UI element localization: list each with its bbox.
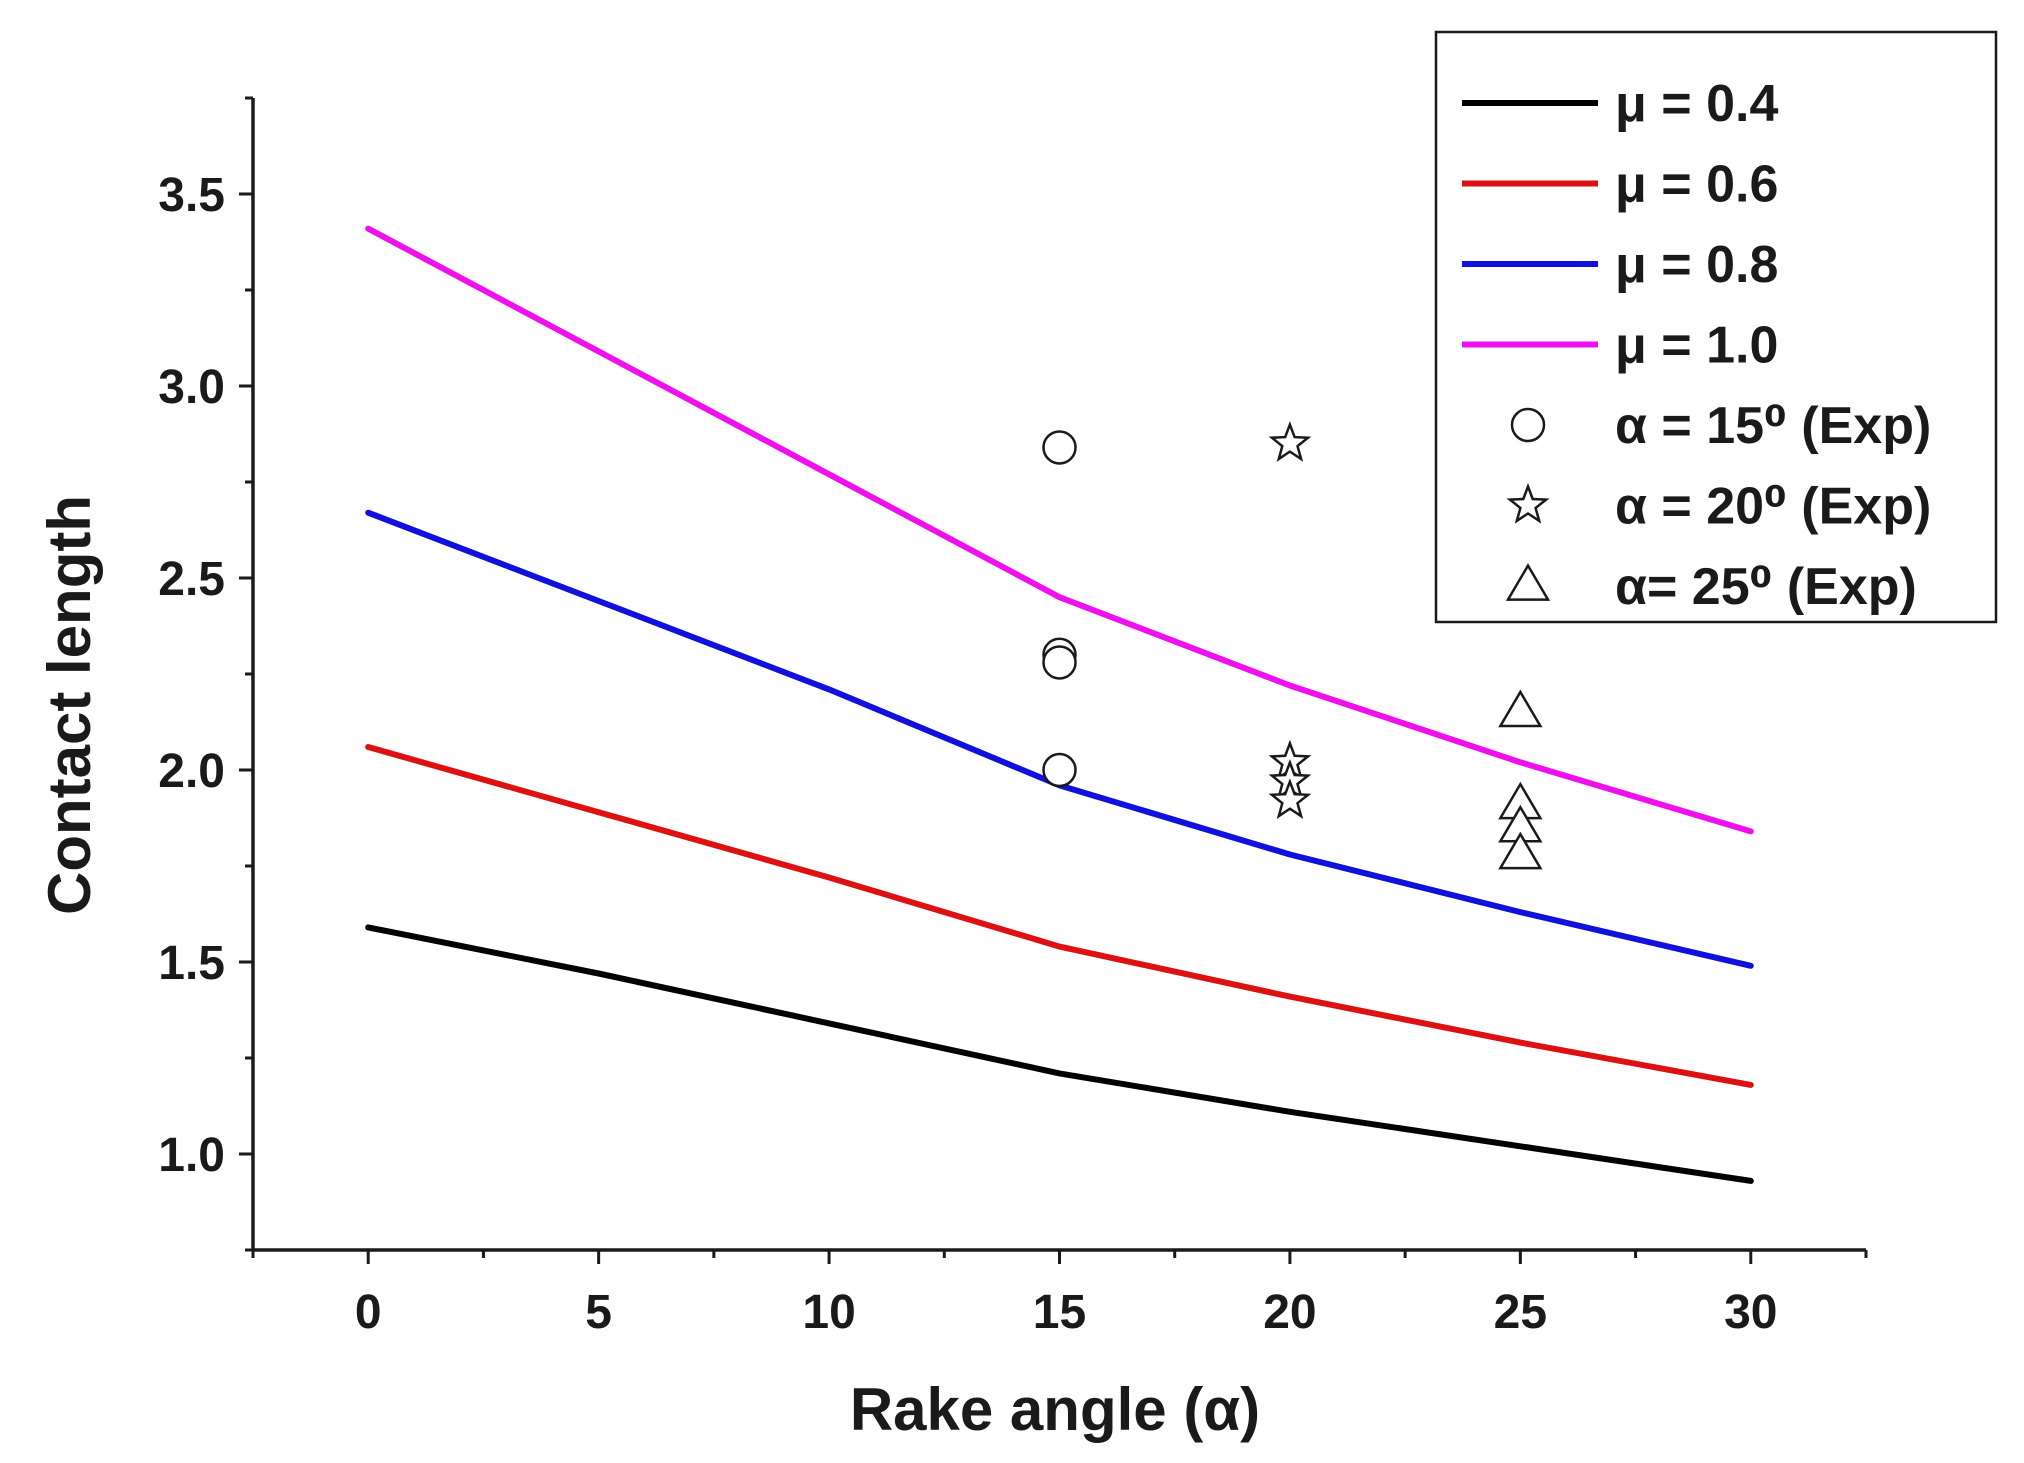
exp-marker-alpha-20 [1268,778,1312,819]
series-line-mu-0.6 [365,744,1754,1088]
x-tick-label: 30 [1724,1286,1777,1339]
legend-box [1434,30,1998,624]
y-axis-title: Contact length [36,495,103,915]
legend-marker-alpha-20 [1506,482,1550,524]
y-tick-label: 3.5 [158,169,225,222]
legend: μ = 0.4 μ = 0.6 μ = 0.8 μ = 1.0 α = 15⁰ (Exp… [1434,30,1998,624]
legend-marker-alpha-25 [1505,563,1551,601]
series-line-mu-0.4 [365,924,1754,1184]
axes: 0 5 10 15 20 25 30 1.0 1.5 2.0 2.5 3.0 3.5 [158,96,1868,1339]
x-tick-label: 5 [585,1286,612,1339]
x-axis-title: Rake angle (α) [850,1376,1260,1443]
y-tick-label: 2.5 [158,553,225,606]
exp-marker-alpha-15 [1042,645,1077,680]
x-tick-label: 10 [802,1286,855,1339]
x-tick-label: 0 [355,1286,382,1339]
exp-marker-alpha-15 [1042,752,1077,788]
exp-marker-alpha-15 [1042,430,1077,465]
x-tick-label: 20 [1263,1286,1316,1339]
legend-label-alpha-15: α = 15⁰ (Exp) [1615,397,1931,455]
y-tick-label: 1.5 [158,937,225,990]
y-tick-label: 1.0 [158,1129,225,1182]
x-tick-label: 25 [1494,1286,1547,1339]
legend-label-alpha-20: α = 20⁰ (Exp) [1615,478,1931,536]
y-tick-label: 3.0 [158,361,225,414]
legend-label-mu-0.6: μ = 0.6 [1615,156,1778,214]
legend-label-mu-0.8: μ = 0.8 [1615,236,1778,294]
x-tick-label: 15 [1033,1286,1086,1339]
legend-label-mu-0.4: μ = 0.4 [1615,75,1778,133]
legend-marker-alpha-15 [1510,407,1546,443]
exp-marker-alpha-25 [1498,831,1543,870]
legend-label-alpha-25: α= 25⁰ (Exp) [1615,558,1917,616]
exp-marker-alpha-20 [1268,421,1312,462]
legend-items: μ = 0.4 μ = 0.6 μ = 0.8 μ = 1.0 α = 15⁰ (Exp… [1462,75,1931,616]
series-line-mu-1.0 [365,225,1754,835]
y-tick-label: 2.0 [158,745,225,798]
legend-label-mu-1.0: μ = 1.0 [1615,317,1778,375]
experimental-markers [1042,421,1543,870]
exp-marker-alpha-25 [1498,689,1543,728]
